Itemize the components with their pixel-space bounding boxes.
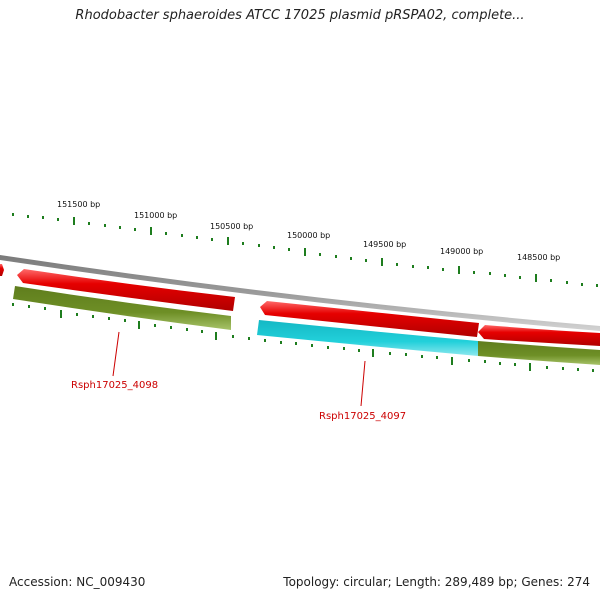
scale-label: 149000 bp	[440, 247, 483, 256]
scale-label: 150000 bp	[287, 231, 330, 240]
lower-tick-row	[12, 303, 594, 372]
scale-label: 148500 bp	[517, 253, 560, 262]
gene-label-leader	[360, 360, 366, 407]
summary-text: Topology: circular; Length: 289,489 bp; …	[283, 575, 590, 589]
accession-text: Accession: NC_009430	[9, 575, 146, 589]
plasmid-backbone	[0, 255, 600, 331]
scale-label: 151500 bp	[57, 200, 100, 209]
gene-feature-forward	[17, 269, 235, 311]
gene-feature-reverse	[478, 341, 600, 365]
gene-feature-reverse	[257, 320, 478, 356]
gene-feature-reverse	[13, 286, 231, 330]
map-title: Rhodobacter sphaeroides ATCC 17025 plasm…	[75, 8, 525, 23]
gene-label[interactable]: Rsph17025_4097	[319, 411, 406, 422]
upper-tick-row	[12, 213, 598, 287]
scale-label: 151000 bp	[134, 211, 177, 220]
gene-feature-forward	[260, 301, 479, 337]
gene-feature-forward	[478, 325, 600, 346]
scale-label: 149500 bp	[363, 240, 406, 249]
gene-feature-forward	[0, 264, 4, 276]
scale-label: 150500 bp	[210, 222, 253, 231]
gene-label-leader	[112, 331, 120, 377]
gene-label[interactable]: Rsph17025_4098	[71, 380, 158, 391]
